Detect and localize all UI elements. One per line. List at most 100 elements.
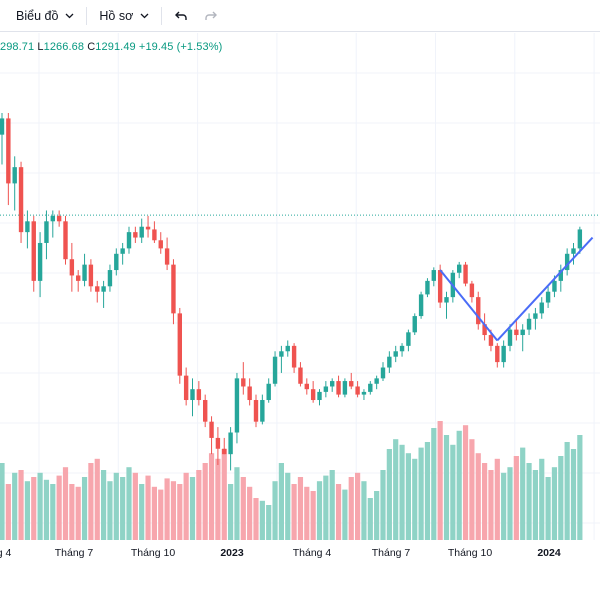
candle-body bbox=[101, 286, 106, 292]
volume-bar bbox=[37, 472, 43, 540]
candle-body bbox=[56, 215, 62, 222]
volume-bar bbox=[513, 456, 519, 540]
volume-bar bbox=[189, 477, 196, 540]
volume-bar bbox=[456, 430, 462, 540]
candle-body bbox=[437, 270, 443, 303]
volume-bar bbox=[374, 491, 380, 540]
volume-bar bbox=[437, 421, 443, 540]
candle-body bbox=[463, 264, 468, 284]
toolbar-divider bbox=[86, 6, 88, 25]
candle-body bbox=[418, 294, 424, 317]
chart-dropdown-button[interactable]: Biểu đồ bbox=[10, 3, 80, 29]
volume-bar bbox=[355, 472, 361, 540]
time-axis-label: Tháng 10 bbox=[130, 547, 176, 559]
volume-bar bbox=[24, 481, 30, 540]
volume-bar bbox=[494, 458, 500, 540]
toolbar-divider bbox=[161, 6, 163, 25]
redo-button[interactable] bbox=[198, 3, 224, 29]
volume-bar bbox=[462, 425, 469, 540]
candle-body bbox=[76, 275, 81, 281]
candle-body bbox=[495, 345, 500, 363]
candle-body bbox=[82, 264, 87, 281]
volume-bar bbox=[501, 472, 507, 540]
volume-bar bbox=[564, 442, 570, 540]
volume-bar bbox=[399, 444, 405, 540]
candle-body bbox=[425, 280, 430, 295]
ohlc-change-value: +19.45 (+1.53%) bbox=[138, 41, 223, 53]
volume-bar bbox=[158, 489, 164, 540]
candle-body bbox=[133, 232, 138, 238]
volume-bar bbox=[228, 484, 234, 540]
volume-bar bbox=[164, 478, 170, 540]
volume-bar bbox=[43, 479, 50, 540]
candle-body bbox=[177, 313, 182, 376]
volume-bar bbox=[208, 453, 215, 540]
chevron-down-icon bbox=[140, 13, 149, 19]
volume-bar bbox=[12, 472, 18, 540]
candle-body bbox=[457, 264, 462, 273]
candle-body bbox=[88, 264, 94, 287]
volume-bar bbox=[196, 470, 202, 540]
volume-bar bbox=[81, 477, 88, 540]
candle-body bbox=[317, 391, 322, 401]
volume-bar bbox=[18, 470, 24, 540]
volume-bar bbox=[177, 484, 183, 540]
volume-bar bbox=[570, 449, 577, 540]
candle-body bbox=[476, 297, 481, 325]
volume-bar bbox=[443, 435, 450, 540]
volume-bar bbox=[234, 467, 240, 540]
candle-body bbox=[95, 286, 100, 292]
candle-body bbox=[330, 381, 335, 387]
volume-bar bbox=[412, 458, 418, 540]
volume-bar bbox=[5, 484, 11, 540]
trendline bbox=[439, 269, 499, 342]
volume-bar bbox=[577, 435, 583, 540]
candle-body bbox=[342, 381, 348, 395]
candle-body bbox=[241, 378, 246, 387]
candle-body bbox=[393, 351, 398, 357]
time-axis-label: 2023 bbox=[220, 547, 244, 559]
volume-bar bbox=[266, 505, 272, 540]
candle-body bbox=[571, 248, 576, 254]
candle-body bbox=[222, 448, 227, 455]
redo-icon bbox=[205, 11, 218, 20]
price-chart[interactable] bbox=[0, 33, 600, 540]
candle-body bbox=[368, 383, 373, 392]
volume-bar bbox=[558, 456, 564, 540]
volume-bar bbox=[526, 463, 532, 540]
candle-body bbox=[69, 259, 75, 276]
candle-body bbox=[482, 324, 487, 336]
volume-bar bbox=[240, 477, 246, 540]
volume-bar bbox=[259, 500, 265, 540]
volume-bar bbox=[31, 477, 37, 540]
volume-bar bbox=[405, 453, 411, 540]
volume-bar bbox=[113, 472, 119, 540]
candle-body bbox=[514, 329, 519, 336]
undo-button[interactable] bbox=[168, 3, 194, 29]
candle-body bbox=[291, 345, 297, 368]
time-axis[interactable]: g 4 Tháng 7 Tháng 10 2023 Tháng 4 Tháng … bbox=[0, 540, 600, 564]
volume-bar bbox=[75, 486, 81, 540]
candle-body bbox=[253, 400, 259, 422]
volume-bar bbox=[272, 481, 278, 540]
candle-body bbox=[552, 280, 557, 292]
candle-body bbox=[520, 329, 525, 336]
volume-bar bbox=[247, 486, 253, 540]
candle-body bbox=[279, 351, 284, 357]
ohlc-high-value: 298.71 bbox=[0, 41, 35, 53]
time-axis-label: Tháng 10 bbox=[447, 547, 493, 559]
candle-body bbox=[336, 381, 341, 395]
candle-body bbox=[215, 437, 221, 449]
candle-body bbox=[50, 215, 55, 222]
volume-bar bbox=[132, 472, 138, 540]
volume-bar bbox=[348, 477, 354, 540]
candle-body bbox=[323, 386, 329, 392]
ohlc-close-label: C bbox=[87, 41, 96, 53]
candle-body bbox=[355, 386, 360, 395]
volume-bar bbox=[183, 472, 189, 540]
candle-body bbox=[37, 242, 43, 281]
candle-body bbox=[228, 432, 233, 455]
profile-dropdown-button[interactable]: Hồ sơ bbox=[93, 3, 155, 29]
volume-bar bbox=[304, 486, 310, 540]
candle-body bbox=[164, 248, 170, 265]
